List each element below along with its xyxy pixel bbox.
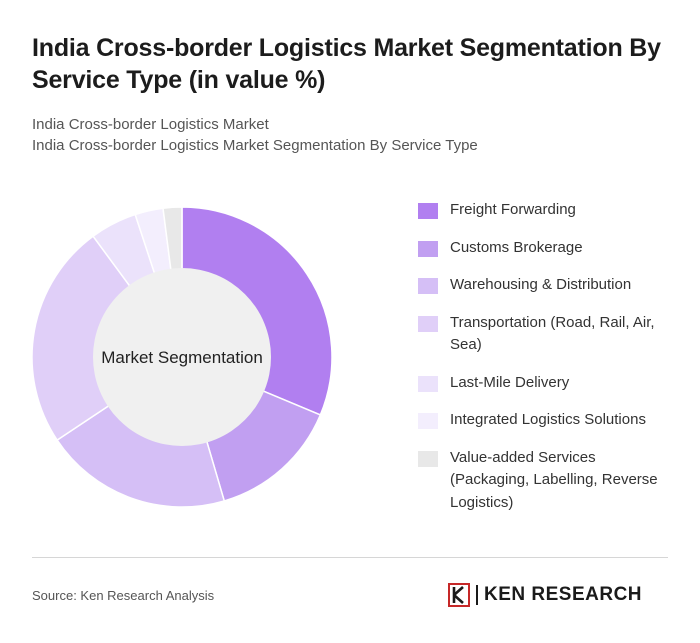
legend-swatch [418,203,438,219]
legend-item: Integrated Logistics Solutions [418,409,678,432]
ken-research-logo: KEN RESEARCH [448,582,642,608]
legend-label: Transportation (Road, Rail, Air, Sea) [450,313,655,354]
logo-separator [476,585,478,605]
legend-item: Last-Mile Delivery [418,372,678,395]
legend-swatch [418,375,438,392]
legend-item: Freight Forwarding [418,199,678,222]
donut-chart: Market Segmentation [0,170,380,550]
chart-title: India Cross-border Logistics Market Segm… [32,34,661,94]
legend-label: Last-Mile Delivery [450,373,570,391]
legend-swatch [418,278,438,294]
legend-item: Customs Brokerage [418,237,678,260]
logo-text: KEN RESEARCH [484,584,643,605]
legend-item: Warehousing & Distribution [418,274,678,297]
legend-label: Customs Brokerage [450,238,583,256]
logo-mark-icon [448,583,470,607]
center-label: Market Segmentation [101,348,263,367]
legend-swatch [418,413,438,429]
legend: Freight Forwarding Customs Brokerage Wareh… [418,199,678,529]
legend-label: Value-added Services (Packaging, Labelli… [450,448,658,511]
donut-svg: Market Segmentation [31,206,333,508]
source-note: Source: Ken Research Analysis [32,588,215,603]
legend-label: Freight Forwarding [450,201,576,218]
legend-swatch [418,315,438,332]
donut-hole [93,268,271,446]
chart-subtitle: India Cross-border Logistics Market Indi… [32,114,672,156]
legend-swatch [418,450,438,467]
footer-divider [32,557,668,558]
subtitle-line-1: India Cross-border Logistics Market [32,116,269,133]
legend-label: Integrated Logistics Solutions [450,411,646,428]
subtitle-line-2: India Cross-border Logistics Market Segm… [32,137,478,154]
legend-swatch [418,240,438,257]
legend-item: Value-added Services (Packaging, Labelli… [418,447,678,515]
legend-item: Transportation (Road, Rail, Air, Sea) [418,312,678,357]
legend-label: Warehousing & Distribution [450,276,632,293]
